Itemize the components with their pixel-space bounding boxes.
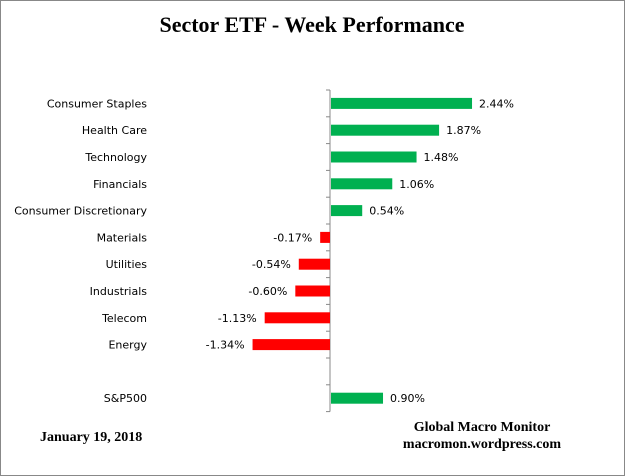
footer-date: January 19, 2018 xyxy=(40,430,142,445)
data-label: -0.60% xyxy=(248,285,287,298)
data-label: -1.34% xyxy=(206,339,245,352)
data-label: 1.87% xyxy=(446,124,481,137)
bar xyxy=(320,231,330,243)
bar xyxy=(331,178,393,190)
category-label: Materials xyxy=(97,231,148,244)
category-label: Energy xyxy=(108,339,147,352)
category-label: Financials xyxy=(93,178,147,191)
data-label: -0.54% xyxy=(252,258,291,271)
data-label: -0.17% xyxy=(273,231,312,244)
data-label: -1.13% xyxy=(218,312,257,325)
bar xyxy=(331,392,384,404)
data-label: 1.06% xyxy=(399,178,434,191)
category-label: Health Care xyxy=(82,124,147,137)
bar xyxy=(331,97,473,109)
bar xyxy=(331,124,440,136)
bar xyxy=(295,285,330,297)
data-label: 1.48% xyxy=(424,151,459,164)
category-label: Technology xyxy=(84,151,147,164)
category-label: S&P500 xyxy=(104,392,147,405)
chart-title: Sector ETF - Week Performance xyxy=(159,12,464,37)
category-label: Industrials xyxy=(90,285,148,298)
bar xyxy=(264,312,330,324)
bar xyxy=(331,205,363,217)
bar xyxy=(252,339,330,351)
bar xyxy=(331,151,417,163)
footer-source-name: Global Macro Monitor xyxy=(414,420,551,435)
category-label: Consumer Staples xyxy=(47,97,147,110)
category-label: Telecom xyxy=(101,312,147,325)
data-label: 0.90% xyxy=(390,392,425,405)
category-label: Consumer Discretionary xyxy=(14,205,147,218)
footer-source-site: macromon.wordpress.com xyxy=(403,437,561,452)
category-label: Utilities xyxy=(106,258,148,271)
bar xyxy=(298,258,330,270)
data-label: 2.44% xyxy=(479,97,514,110)
data-label: 0.54% xyxy=(369,205,404,218)
